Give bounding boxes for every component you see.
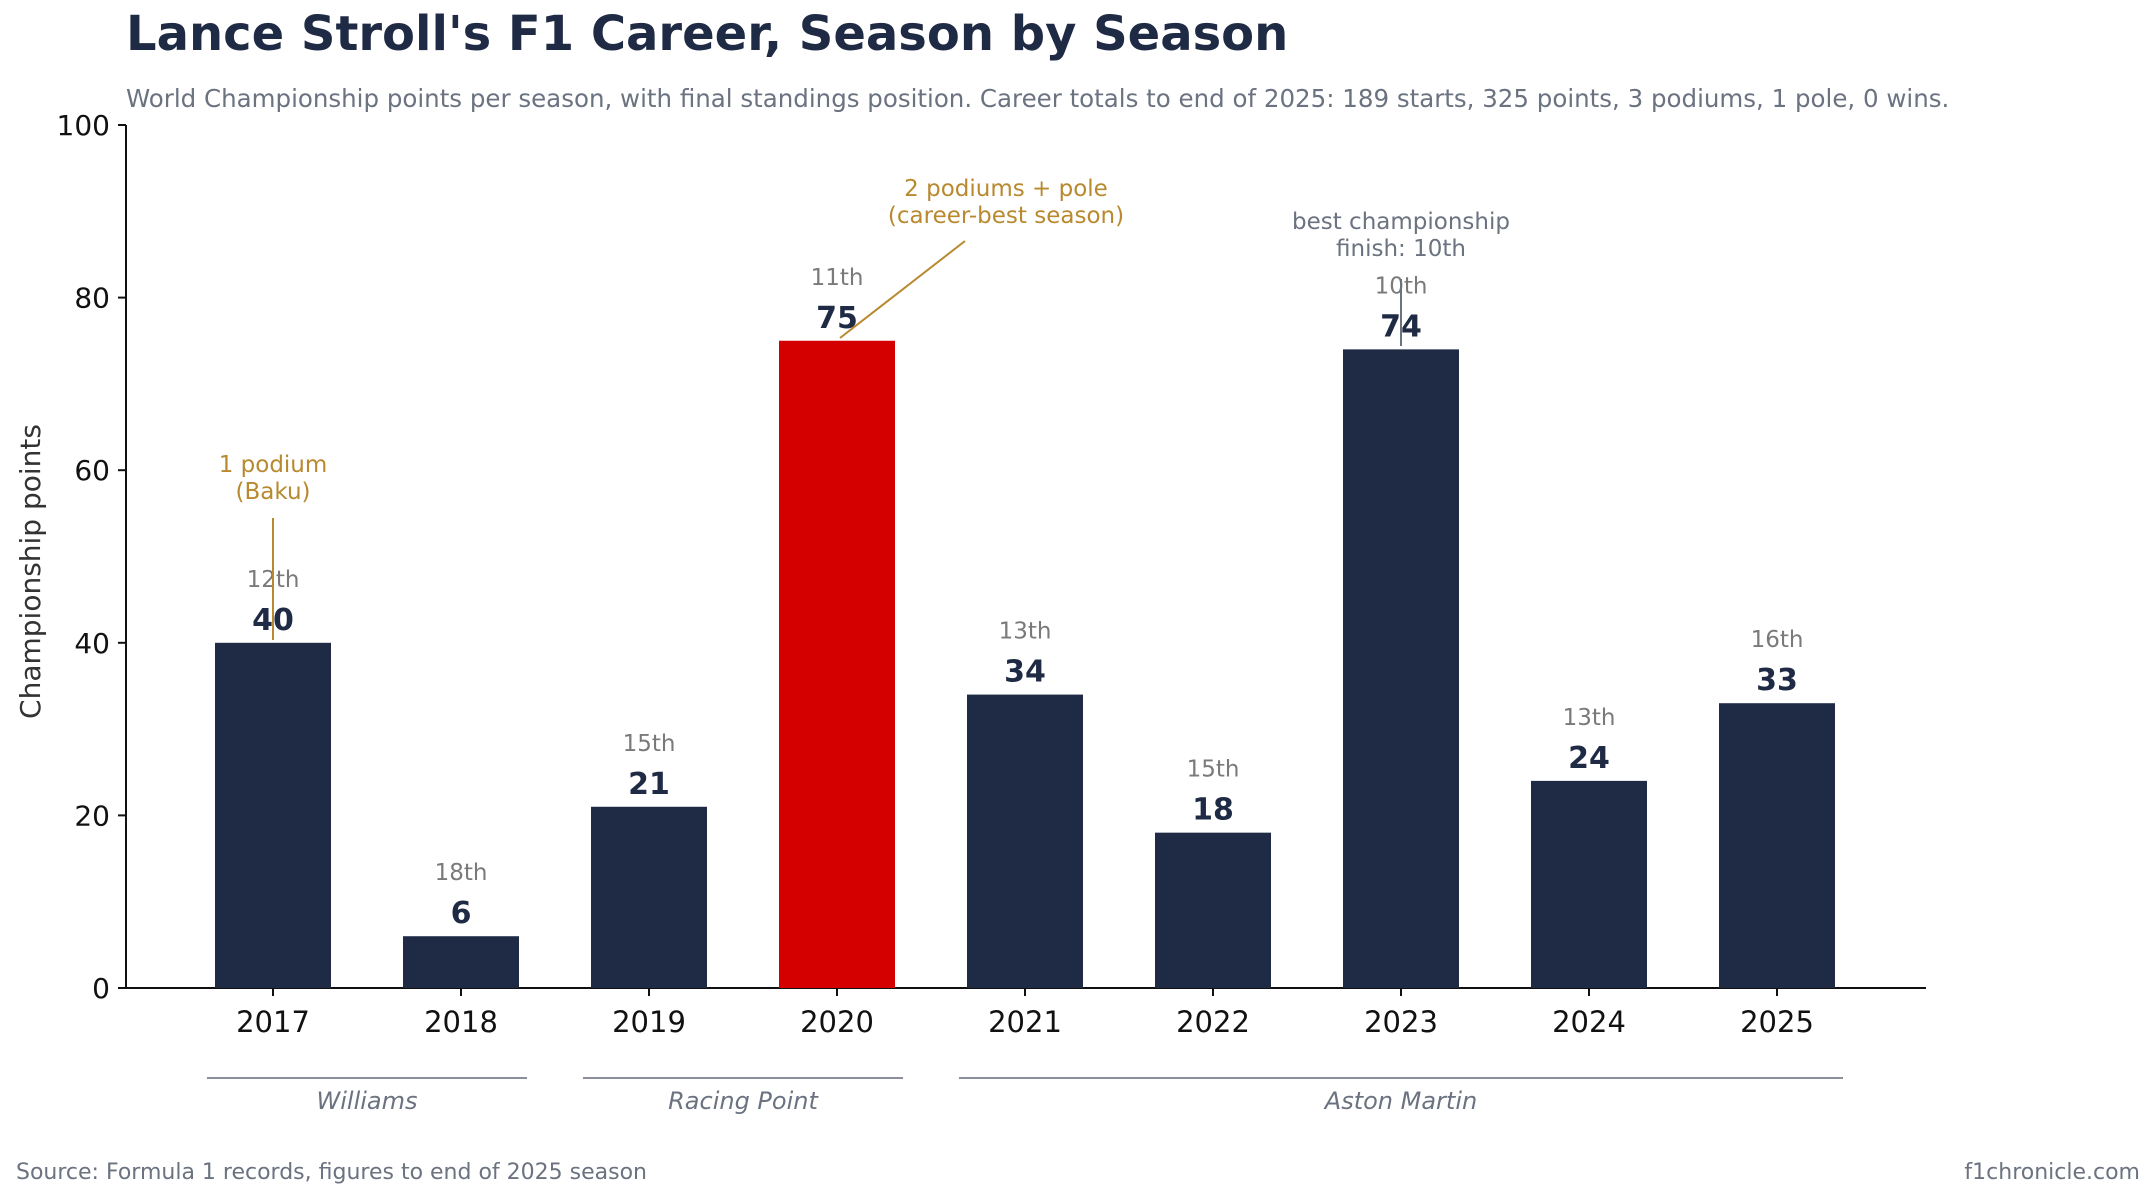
team-label: Williams	[317, 1087, 418, 1115]
bar-2024	[1531, 780, 1647, 988]
annotation-text-2017: 1 podium	[219, 452, 328, 478]
x-tick-label-2025: 2025	[1740, 1005, 1814, 1039]
value-label-2025: 33	[1756, 663, 1798, 698]
bar-2021	[967, 694, 1083, 988]
value-label-2019: 21	[628, 767, 670, 802]
y-tick-label: 0	[92, 972, 110, 1005]
bar-2020	[779, 340, 895, 988]
bar-2022	[1155, 832, 1271, 988]
y-axis-label: Championship points	[14, 424, 47, 719]
x-tick-label-2018: 2018	[424, 1005, 498, 1039]
source-note: Source: Formula 1 records, figures to en…	[16, 1160, 647, 1185]
position-label-2022: 15th	[1187, 757, 1240, 783]
y-tick-label: 20	[74, 799, 110, 832]
chart-title: Lance Stroll's F1 Career, Season by Seas…	[126, 6, 1289, 62]
y-tick-label: 80	[74, 282, 110, 315]
value-label-2018: 6	[451, 896, 472, 931]
annotation-text-2017: (Baku)	[235, 479, 310, 505]
position-label-2021: 13th	[999, 619, 1052, 645]
x-tick-label-2021: 2021	[988, 1005, 1062, 1039]
position-label-2019: 15th	[623, 731, 676, 757]
position-label-2020: 11th	[811, 265, 864, 291]
bar-2019	[591, 806, 707, 988]
chart-subtitle: World Championship points per season, wi…	[126, 84, 1950, 113]
team-label: Racing Point	[668, 1087, 819, 1115]
bar-2023	[1343, 349, 1459, 988]
y-tick-label: 100	[57, 109, 110, 142]
value-label-2021: 34	[1004, 655, 1046, 690]
position-label-2025: 16th	[1751, 627, 1804, 653]
credit-note: f1chronicle.com	[1964, 1160, 2140, 1185]
y-tick-label: 60	[74, 454, 110, 487]
bar-2017	[215, 642, 331, 988]
x-tick-label-2020: 2020	[800, 1005, 874, 1039]
x-tick-label-2017: 2017	[236, 1005, 310, 1039]
x-tick-label-2024: 2024	[1552, 1005, 1626, 1039]
value-label-2022: 18	[1192, 793, 1234, 828]
x-tick-label-2023: 2023	[1364, 1005, 1438, 1039]
annotation-line-2020	[839, 240, 966, 339]
bar-2018	[403, 936, 519, 988]
annotation-text-2020: (career-best season)	[888, 203, 1124, 229]
x-tick-label-2019: 2019	[612, 1005, 686, 1039]
position-label-2018: 18th	[435, 860, 488, 886]
annotation-text-2023: finish: 10th	[1336, 236, 1466, 262]
position-label-2024: 13th	[1563, 705, 1616, 731]
value-label-2020: 75	[816, 301, 858, 336]
team-label: Aston Martin	[1323, 1087, 1477, 1115]
x-tick-label-2022: 2022	[1176, 1005, 1250, 1039]
bar-2025	[1719, 703, 1835, 988]
annotation-text-2023: best championship	[1292, 209, 1510, 235]
y-tick-label: 40	[74, 627, 110, 660]
value-label-2024: 24	[1568, 741, 1610, 776]
annotation-text-2020: 2 podiums + pole	[904, 176, 1108, 202]
